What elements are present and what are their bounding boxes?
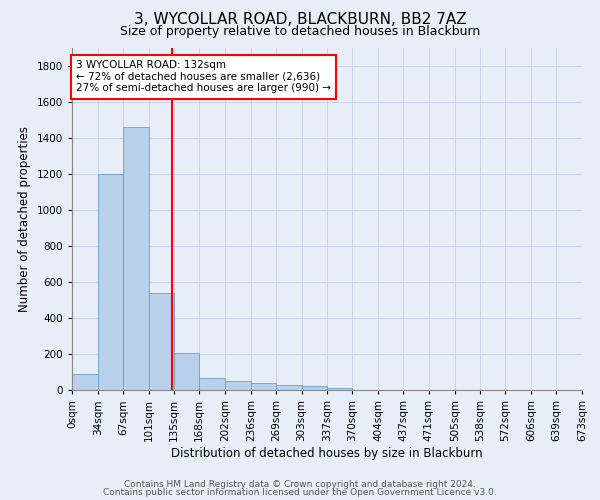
Bar [328,388,352,390]
X-axis label: Distribution of detached houses by size in Blackburn: Distribution of detached houses by size … [171,446,483,460]
Text: Contains public sector information licensed under the Open Government Licence v3: Contains public sector information licen… [103,488,497,497]
Text: Contains HM Land Registry data © Crown copyright and database right 2024.: Contains HM Land Registry data © Crown c… [124,480,476,489]
Text: Size of property relative to detached houses in Blackburn: Size of property relative to detached ho… [120,25,480,38]
Bar [302,386,328,390]
Bar [225,382,251,390]
Bar [72,374,98,390]
Y-axis label: Number of detached properties: Number of detached properties [18,126,31,312]
Text: 3, WYCOLLAR ROAD, BLACKBURN, BB2 7AZ: 3, WYCOLLAR ROAD, BLACKBURN, BB2 7AZ [134,12,466,28]
Bar [98,174,123,390]
Bar [276,384,302,390]
Bar [199,378,225,390]
Bar [149,292,175,390]
Text: 3 WYCOLLAR ROAD: 132sqm
← 72% of detached houses are smaller (2,636)
27% of semi: 3 WYCOLLAR ROAD: 132sqm ← 72% of detache… [76,60,331,94]
Bar [175,353,199,390]
Bar [251,383,276,390]
Bar [123,127,149,390]
